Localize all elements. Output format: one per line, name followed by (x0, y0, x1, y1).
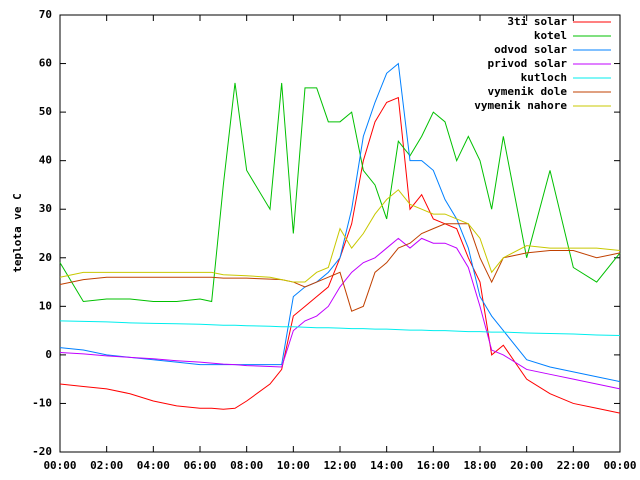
x-tick-label: 16:00 (417, 459, 450, 472)
y-tick-label: 20 (39, 251, 52, 264)
series-line (59, 96, 621, 414)
series-line (59, 237, 621, 390)
x-tick-label: 12:00 (323, 459, 356, 472)
y-tick-label: 70 (39, 8, 52, 21)
x-tick-label: 04:00 (137, 459, 170, 472)
legend-label: vymenik dole (488, 85, 568, 98)
x-tick-label: 20:00 (510, 459, 543, 472)
legend-label: vymenik nahore (474, 99, 567, 112)
legend-label: odvod solar (494, 43, 567, 56)
x-tick-label: 00:00 (43, 459, 76, 472)
x-tick-label: 22:00 (557, 459, 590, 472)
series-line (59, 82, 621, 303)
series-line (59, 189, 621, 283)
y-tick-label: 10 (39, 299, 52, 312)
legend-label: 3ti solar (507, 15, 567, 28)
y-tick-label: 30 (39, 202, 52, 215)
legend-label: kutloch (521, 71, 567, 84)
y-tick-label: 60 (39, 57, 52, 70)
x-tick-label: 02:00 (90, 459, 123, 472)
y-tick-label: 0 (45, 348, 52, 361)
x-tick-label: 14:00 (370, 459, 403, 472)
y-tick-label: 40 (39, 154, 52, 167)
x-tick-label: 08:00 (230, 459, 263, 472)
series-line (59, 320, 621, 336)
series-line (59, 62, 621, 383)
legend-label: privod solar (488, 57, 568, 70)
y-tick-label: -20 (32, 445, 52, 458)
x-tick-label: 18:00 (463, 459, 496, 472)
y-axis-label: teplota ve C (11, 193, 24, 272)
x-tick-label: 00:00 (603, 459, 636, 472)
x-tick-label: 06:00 (183, 459, 216, 472)
x-tick-label: 10:00 (277, 459, 310, 472)
series-line (59, 223, 621, 312)
y-tick-label: -10 (32, 396, 52, 409)
y-tick-label: 50 (39, 105, 52, 118)
legend-label: kotel (534, 29, 567, 42)
